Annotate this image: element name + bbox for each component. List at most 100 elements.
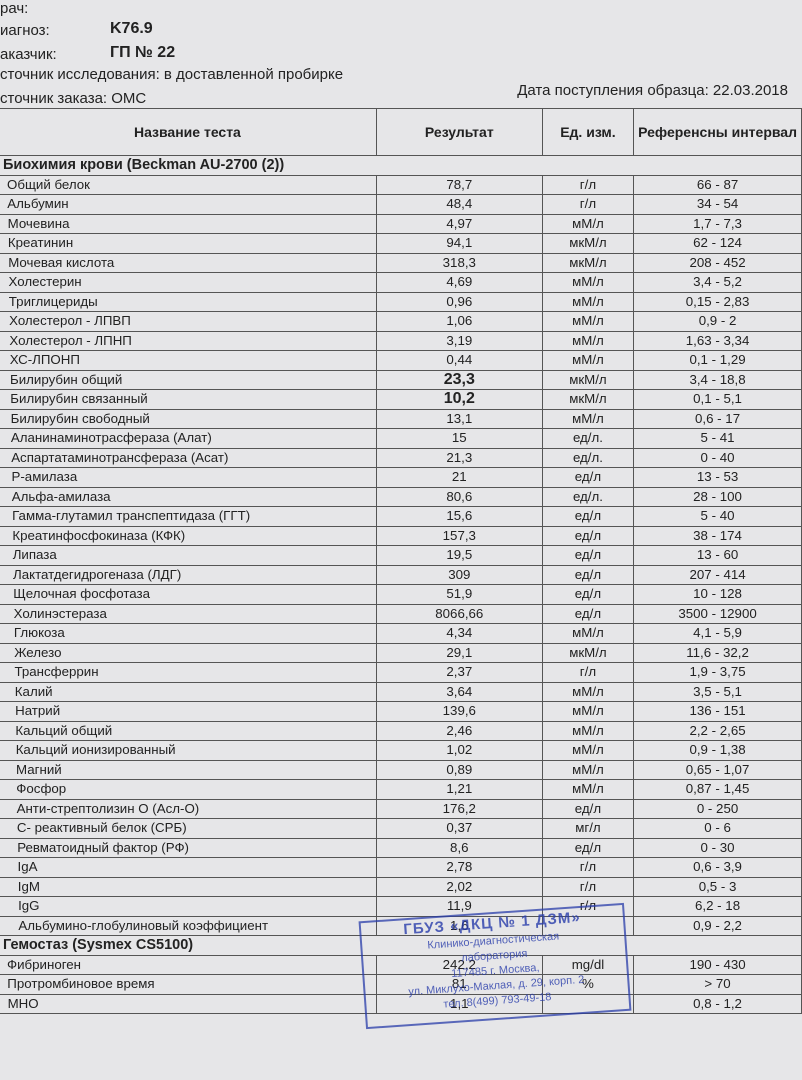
test-name: Холестерол - ЛПВП — [0, 311, 377, 332]
test-range: 0 - 30 — [633, 837, 802, 858]
test-result: 15,6 — [375, 506, 543, 527]
test-unit: мМ/л — [541, 272, 635, 293]
test-unit: мМ/л — [541, 701, 635, 722]
result-row: Альфа-амилаза 80,6 ед/л. 28 - 100 — [0, 486, 802, 507]
test-result: 3,64 — [375, 681, 543, 702]
test-name: Липаза — [0, 545, 377, 566]
test-name: Билирубин свободный — [0, 408, 377, 429]
result-row: Гамма-глутамил транспептидаза (ГГТ) 15,6 е… — [0, 506, 802, 527]
test-result: 2,37 — [375, 662, 543, 683]
test-name: Натрий — [0, 701, 377, 722]
diagnosis-label: иагноз: — [0, 22, 50, 39]
test-range: 66 - 87 — [633, 174, 802, 195]
test-name: Альфа-амилаза — [0, 486, 377, 507]
result-row: Триглицериды 0,96 мМ/л 0,15 - 2,83 — [0, 291, 802, 312]
test-unit: мМ/л — [541, 681, 635, 702]
test-unit: мМ/л — [541, 330, 635, 351]
test-unit: мМ/л — [541, 623, 635, 644]
result-row: Кальций общий 2,46 мМ/л 2,2 - 2,65 — [0, 720, 802, 741]
test-range: 4,1 - 5,9 — [633, 623, 802, 644]
doctor-label: рач: — [0, 0, 29, 17]
test-unit: мМ/л — [541, 213, 635, 234]
test-range: 0,5 - 3 — [633, 876, 802, 897]
test-unit: мг/л — [541, 818, 635, 839]
test-result: 1,06 — [375, 311, 543, 332]
test-range: 6,2 - 18 — [633, 896, 802, 917]
test-result: 157,3 — [375, 525, 543, 546]
test-range: 1,63 - 3,34 — [633, 330, 802, 351]
test-result: 94,1 — [375, 233, 543, 254]
result-row: Креатинфосфокиназа (КФК) 157,3 ед/л 38 - 17… — [0, 525, 802, 546]
test-unit: мкМ/л — [541, 233, 635, 254]
test-name: Кальций ионизированный — [0, 740, 377, 761]
test-unit: г/л — [541, 662, 635, 683]
sample-date: Дата поступления образца: 22.03.2018 — [517, 82, 788, 99]
test-name: Мочевина — [0, 213, 377, 234]
result-row: Билирубин общий 23,3 мкМ/л 3,4 - 18,8 — [0, 369, 802, 390]
test-range: 0 - 40 — [633, 447, 802, 468]
test-result: 8,6 — [375, 837, 543, 858]
test-name: Лактатдегидрогеназа (ЛДГ) — [0, 564, 377, 585]
test-unit: ед/л. — [541, 428, 635, 449]
test-unit: ед/л. — [541, 486, 635, 507]
result-row: Железо 29,1 мкМ/л 11,6 - 32,2 — [0, 642, 802, 663]
column-header: Название теста — [0, 108, 377, 156]
test-name: Гамма-глутамил транспептидаза (ГГТ) — [0, 506, 377, 527]
customer-label: аказчик: — [0, 46, 57, 63]
test-result: 0,44 — [375, 350, 543, 371]
test-name: Общий белок — [0, 174, 377, 195]
test-unit: мМ/л — [541, 779, 635, 800]
test-range: 1,9 - 3,75 — [633, 662, 802, 683]
test-name: IgM — [0, 876, 377, 897]
test-unit: ед/л — [541, 837, 635, 858]
test-result: 51,9 — [375, 584, 543, 605]
result-row: С- реактивный белок (СРБ) 0,37 мг/л 0 - 6 — [0, 818, 802, 839]
header-row: Название теста Результат Ед. изм. Референсн… — [0, 108, 802, 156]
test-range: 1,7 - 7,3 — [633, 213, 802, 234]
test-range: 190 - 430 — [633, 954, 802, 975]
test-unit: ед/л — [541, 564, 635, 585]
result-row: Мочевина 4,97 мМ/л 1,7 - 7,3 — [0, 213, 802, 234]
test-result: 13,1 — [375, 408, 543, 429]
test-name: Кальций общий — [0, 720, 377, 741]
test-unit: ед/л — [541, 506, 635, 527]
table-body: Биохимия крови (Beckman AU-2700 (2)) Общи… — [0, 155, 802, 1014]
results-table: Название теста Результат Ед. изм. Референсн… — [0, 108, 802, 1014]
test-result: 309 — [375, 564, 543, 585]
test-unit: мкМ/л — [541, 389, 635, 410]
test-range: 3,4 - 18,8 — [633, 369, 802, 390]
test-unit: мМ/л — [541, 759, 635, 780]
section-row: Биохимия крови (Beckman AU-2700 (2)) — [0, 155, 802, 176]
column-header: Результат — [375, 108, 543, 156]
test-result: 21 — [375, 467, 543, 488]
test-result: 2,78 — [375, 857, 543, 878]
test-name: Мочевая кислота — [0, 252, 377, 273]
test-result: 1,02 — [375, 740, 543, 761]
section-title: Биохимия крови (Beckman AU-2700 (2)) — [0, 155, 802, 176]
result-row: Трансферрин 2,37 г/л 1,9 - 3,75 — [0, 662, 802, 683]
test-name: Альбумино-глобулиновый коэффициент — [0, 915, 377, 936]
test-unit: ед/л — [541, 545, 635, 566]
test-name: Глюкоза — [0, 623, 377, 644]
test-result: 139,6 — [375, 701, 543, 722]
test-unit: мМ/л — [541, 720, 635, 741]
test-range: 13 - 53 — [633, 467, 802, 488]
test-result: 80,6 — [375, 486, 543, 507]
customer: ГП № 22 — [110, 44, 176, 61]
test-range: 62 - 124 — [633, 233, 802, 254]
test-name: Магний — [0, 759, 377, 780]
test-result: 19,5 — [375, 545, 543, 566]
result-row: Глюкоза 4,34 мМ/л 4,1 - 5,9 — [0, 623, 802, 644]
result-row: Креатинин 94,1 мкМ/л 62 - 124 — [0, 233, 802, 254]
test-name: Анти-стрептолизин О (Асл-О) — [0, 798, 377, 819]
test-unit: ед/л. — [541, 447, 635, 468]
result-row: IgA 2,78 г/л 0,6 - 3,9 — [0, 857, 802, 878]
test-result: 0,37 — [375, 818, 543, 839]
test-unit: г/л — [541, 876, 635, 897]
test-range: 28 - 100 — [633, 486, 802, 507]
test-result: 78,7 — [375, 174, 543, 195]
test-range: 0,1 - 1,29 — [633, 350, 802, 371]
test-result: 4,69 — [375, 272, 543, 293]
test-name: Протромбиновое время — [0, 974, 377, 995]
result-row: Общий белок 78,7 г/л 66 - 87 — [0, 174, 802, 195]
